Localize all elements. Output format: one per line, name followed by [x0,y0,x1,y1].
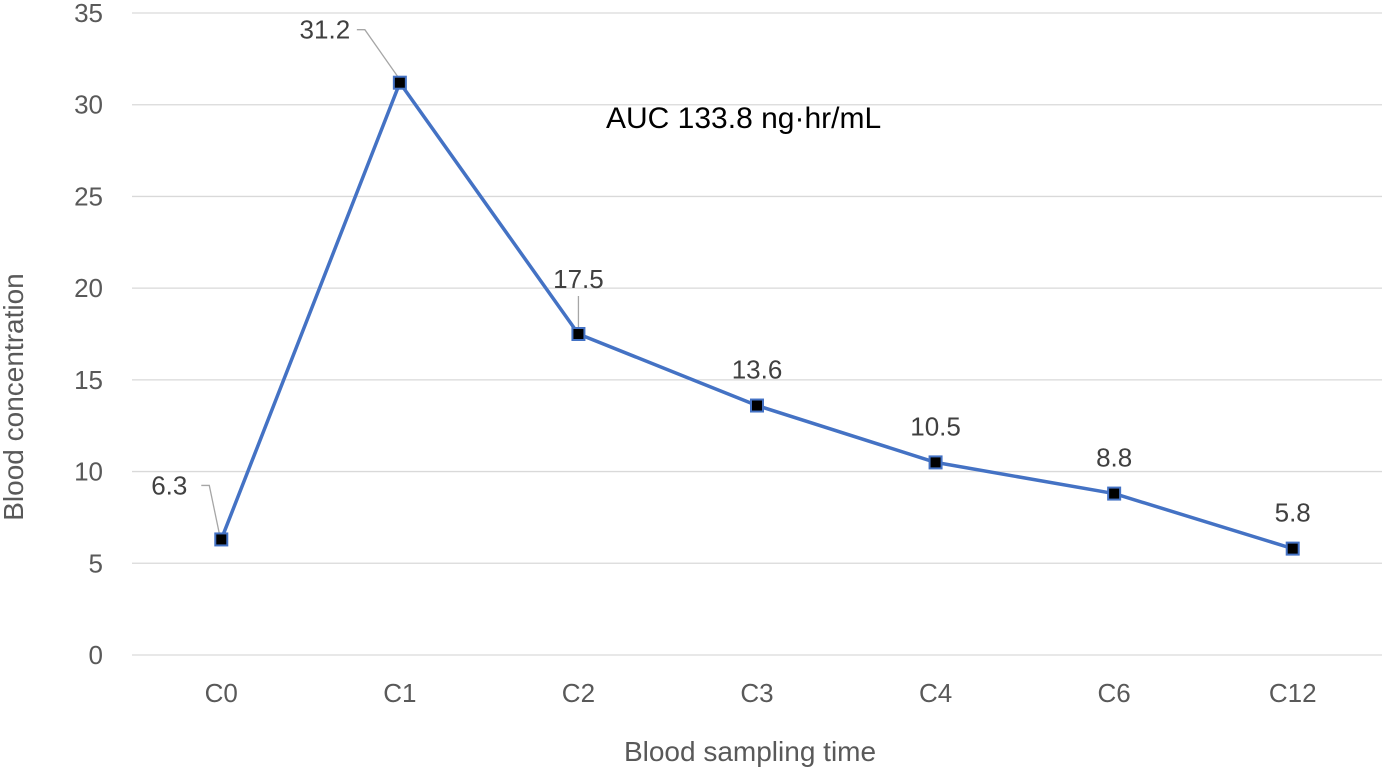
y-tick-label: 15 [74,365,103,395]
data-point-marker [750,398,764,413]
data-point-marker [1107,486,1122,501]
series-line [219,80,1294,551]
data-labels: 6.3 31.2 17.5 13.6 10.5 8.8 5.8 [151,15,1311,528]
y-tick-label: 0 [89,640,103,670]
y-tick-label: 35 [74,0,103,28]
data-label-leader-lines [201,29,580,534]
auc-annotation: AUC 133.8 ng·hr/mL [606,102,881,135]
data-label: 31.2 [300,15,351,45]
leader-line [201,484,220,534]
data-point-marker [214,532,229,547]
x-axis-title: Blood sampling time [624,736,876,767]
series-layer [219,80,1294,551]
y-axis-title: Blood concentration [0,273,29,521]
y-tick-label: 5 [89,548,103,578]
x-tick-label: C0 [205,678,238,708]
x-axis-tick-labels: C0 C1 C2 C3 C4 C6 C12 [205,678,1317,708]
x-tick-label: C4 [919,678,952,708]
x-tick-label: C3 [740,678,773,708]
data-point-markers [214,75,1300,556]
x-tick-label: C12 [1269,678,1317,708]
y-tick-label: 25 [74,181,103,211]
data-point-marker [928,455,943,470]
leader-line [356,29,399,78]
y-axis-tick-labels: 0 5 10 15 20 25 30 35 [74,0,103,670]
data-point-marker [1285,541,1300,556]
gridlines [132,12,1382,656]
data-point-marker [571,327,586,341]
data-label: 8.8 [1096,443,1132,473]
x-tick-label: C2 [562,678,595,708]
y-tick-label: 20 [74,273,103,303]
data-label: 13.6 [732,355,783,385]
data-label: 10.5 [910,411,961,441]
data-point-marker [392,75,407,90]
x-tick-label: C6 [1098,678,1131,708]
x-tick-label: C1 [383,678,416,708]
data-label: 5.8 [1275,498,1311,528]
data-label: 17.5 [553,264,604,294]
y-tick-label: 30 [74,90,103,120]
y-tick-label: 10 [74,457,103,487]
data-label: 6.3 [151,470,187,500]
